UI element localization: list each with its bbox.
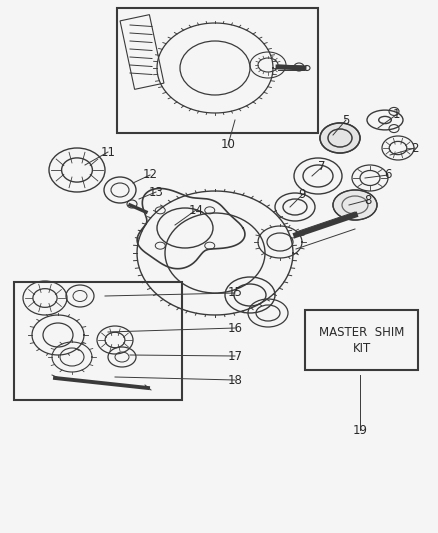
Text: MASTER  SHIM: MASTER SHIM <box>319 326 404 338</box>
Text: 19: 19 <box>353 424 367 437</box>
Text: 9: 9 <box>298 189 306 201</box>
Text: 16: 16 <box>227 321 243 335</box>
Text: 17: 17 <box>227 350 243 362</box>
Text: 8: 8 <box>364 193 372 206</box>
Text: 13: 13 <box>148 185 163 198</box>
Text: 2: 2 <box>411 141 419 155</box>
Text: 18: 18 <box>228 374 243 386</box>
Bar <box>120 14 164 90</box>
Text: 12: 12 <box>142 168 158 182</box>
Bar <box>117 8 318 133</box>
Text: 11: 11 <box>100 146 116 158</box>
Text: 10: 10 <box>221 139 236 151</box>
Text: 7: 7 <box>318 160 326 174</box>
Ellipse shape <box>333 190 377 220</box>
Bar <box>305 310 418 370</box>
Text: 14: 14 <box>188 204 204 216</box>
Text: KIT: KIT <box>353 343 371 356</box>
Ellipse shape <box>320 123 360 153</box>
Bar <box>14 282 182 400</box>
Text: 1: 1 <box>392 109 400 122</box>
Text: 15: 15 <box>228 287 243 300</box>
Text: 5: 5 <box>343 114 350 126</box>
Text: 6: 6 <box>384 168 392 182</box>
